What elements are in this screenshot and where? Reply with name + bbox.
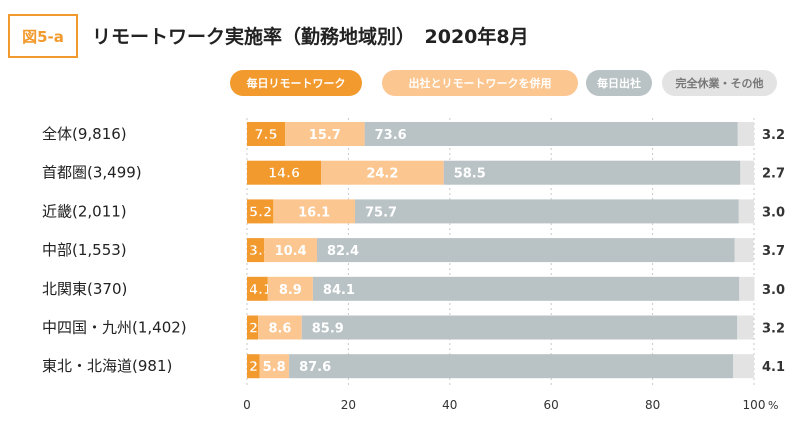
- bar-segment-1: [247, 199, 274, 224]
- data-label: 10.4: [275, 244, 307, 259]
- bar-segment-3: [301, 315, 738, 340]
- bar-segment-4: [734, 238, 754, 263]
- data-label: 84.1: [323, 283, 355, 298]
- bar-segment-4: [733, 354, 754, 379]
- bar-segment-1: [247, 238, 265, 263]
- bar-segment-2: [321, 160, 444, 185]
- x-tick-label: 100: [743, 398, 766, 412]
- data-label: 16.1: [298, 205, 330, 220]
- legend-item-off: 完全休業・その他: [662, 70, 777, 96]
- data-label: 3.2: [762, 128, 785, 143]
- data-label: 8.6: [268, 322, 291, 337]
- data-label: 73.6: [375, 128, 407, 143]
- data-label: 3.7: [762, 244, 785, 259]
- data-label: 87.6: [299, 360, 331, 375]
- bar-segment-2: [258, 315, 302, 340]
- bar-segment-3: [316, 238, 735, 263]
- data-label: 2.7: [762, 167, 785, 182]
- bar-segment-3: [364, 122, 738, 146]
- data-label: 75.7: [365, 205, 397, 220]
- legend-item-daily-remote: 毎日リモートワーク: [230, 70, 362, 96]
- data-label: 8.9: [279, 283, 302, 298]
- data-label: 5.2: [249, 205, 272, 220]
- x-tick-label: 80: [645, 398, 660, 412]
- category-label: 全体(9,816): [42, 125, 127, 143]
- bar-segment-3: [289, 354, 734, 379]
- bar-segment-3: [443, 160, 741, 185]
- chart-title: リモートワーク実施率（勤務地域別） 2020年8月: [92, 26, 529, 48]
- bar-segment-2: [285, 122, 365, 146]
- bar-segment-2: [264, 238, 317, 263]
- x-tick-label: 60: [544, 398, 559, 412]
- data-label: 14.6: [268, 167, 300, 182]
- data-label: 24.2: [366, 167, 398, 182]
- data-label: 3.0: [762, 205, 785, 220]
- data-label: 82.4: [327, 244, 359, 259]
- category-label: 東北・北海道(981): [42, 357, 172, 375]
- bar-segment-1: [247, 122, 286, 146]
- bar-segment-4: [737, 122, 754, 146]
- category-label: 近畿(2,011): [42, 202, 127, 220]
- bar-segment-4: [737, 315, 754, 340]
- bar-segment-4: [738, 199, 754, 224]
- bar-segment-3: [354, 199, 739, 224]
- bar-segment-2: [273, 199, 355, 224]
- bar-segment-2: [259, 354, 290, 379]
- bar-segment-4: [740, 160, 754, 185]
- legend-item-mixed: 出社とリモートワークを併用: [382, 70, 578, 96]
- figure-label-badge: 図5-a: [8, 14, 78, 58]
- bar-segment-1: [247, 276, 268, 301]
- x-tick-label: 0: [243, 398, 251, 412]
- bar-segment-4: [739, 276, 755, 301]
- bar-segment-2: [267, 276, 313, 301]
- data-label: 7.5: [254, 128, 277, 143]
- bar-segment-3: [312, 276, 740, 301]
- x-tick-label: 40: [442, 398, 457, 412]
- bar-segment-1: [247, 160, 322, 185]
- category-label: 首都圏(3,499): [42, 164, 142, 182]
- data-label: 85.9: [312, 322, 344, 337]
- data-label: 4.1: [249, 283, 272, 298]
- bar-segment-1: [247, 354, 260, 379]
- bar-segment-1: [247, 315, 259, 340]
- data-label: 58.5: [454, 167, 486, 182]
- category-label: 北関東(370): [42, 280, 127, 298]
- category-label: 中部(1,553): [42, 241, 127, 259]
- data-label: 4.1: [762, 360, 785, 375]
- data-label: 5.8: [263, 360, 286, 375]
- x-tick-label: 20: [341, 398, 356, 412]
- data-label: 15.7: [309, 128, 341, 143]
- data-label: 3.2: [762, 322, 785, 337]
- x-axis-unit: %: [768, 399, 778, 412]
- data-label: 3.0: [762, 283, 785, 298]
- legend-item-daily-office: 毎日出社: [586, 70, 652, 96]
- category-label: 中四国・九州(1,402): [42, 319, 187, 337]
